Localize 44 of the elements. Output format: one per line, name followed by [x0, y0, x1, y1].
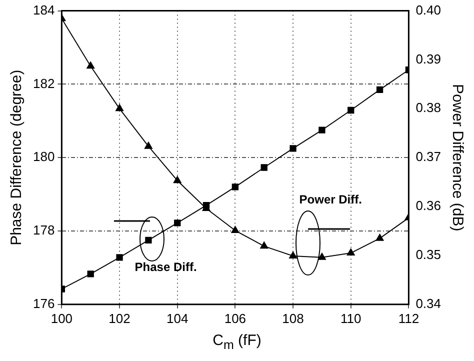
- point: [116, 254, 123, 261]
- y-tick-label: 176: [32, 296, 55, 311]
- point: [376, 86, 384, 94]
- point: [346, 248, 355, 256]
- x-tick-label: 106: [224, 310, 246, 326]
- y-tick-label: 180: [32, 149, 55, 164]
- x-tick-label: 100: [50, 310, 73, 326]
- point: [289, 251, 297, 258]
- point: [260, 164, 268, 171]
- point: [87, 270, 94, 278]
- y2-tick-label: 0.37: [416, 149, 442, 164]
- y2-tick-label: 0.36: [416, 198, 442, 214]
- y2-tick-label: 0.34: [416, 296, 442, 311]
- x-tick-label: 102: [108, 310, 130, 326]
- x-tick-label: 112: [398, 310, 420, 326]
- y-tick-label: 178: [32, 222, 55, 238]
- annotation: Phase Diff.: [134, 260, 197, 274]
- x-tick-label: 108: [282, 310, 304, 326]
- point: [376, 234, 384, 241]
- point: [348, 106, 354, 114]
- x-tick-label: 110: [340, 310, 362, 326]
- y2-tick-label: 0.40: [416, 2, 442, 18]
- point: [145, 236, 152, 244]
- y-tick-label: 184: [32, 2, 55, 18]
- point: [231, 226, 240, 234]
- y-tick-label: 182: [32, 76, 55, 91]
- y2-tick-label: 0.39: [416, 51, 442, 66]
- y2-tick-label: 0.35: [416, 247, 442, 262]
- point: [86, 62, 95, 69]
- y2-axis-title: Power Difference (dB): [448, 84, 466, 232]
- point: [318, 126, 326, 134]
- y-axis-title: Phase Difference (degree): [8, 70, 26, 246]
- point: [318, 252, 326, 260]
- annotation: Power Diff.: [299, 192, 362, 206]
- y2-tick-label: 0.38: [416, 100, 442, 116]
- point: [260, 242, 268, 249]
- point: [173, 176, 182, 184]
- x-axis-title: C$_{m}$ (fF): [212, 332, 262, 352]
- point: [144, 142, 152, 149]
- x-tick-label: 104: [166, 310, 188, 326]
- point: [174, 220, 181, 226]
- point: [290, 145, 296, 152]
- point: [232, 184, 239, 190]
- point: [116, 104, 124, 112]
